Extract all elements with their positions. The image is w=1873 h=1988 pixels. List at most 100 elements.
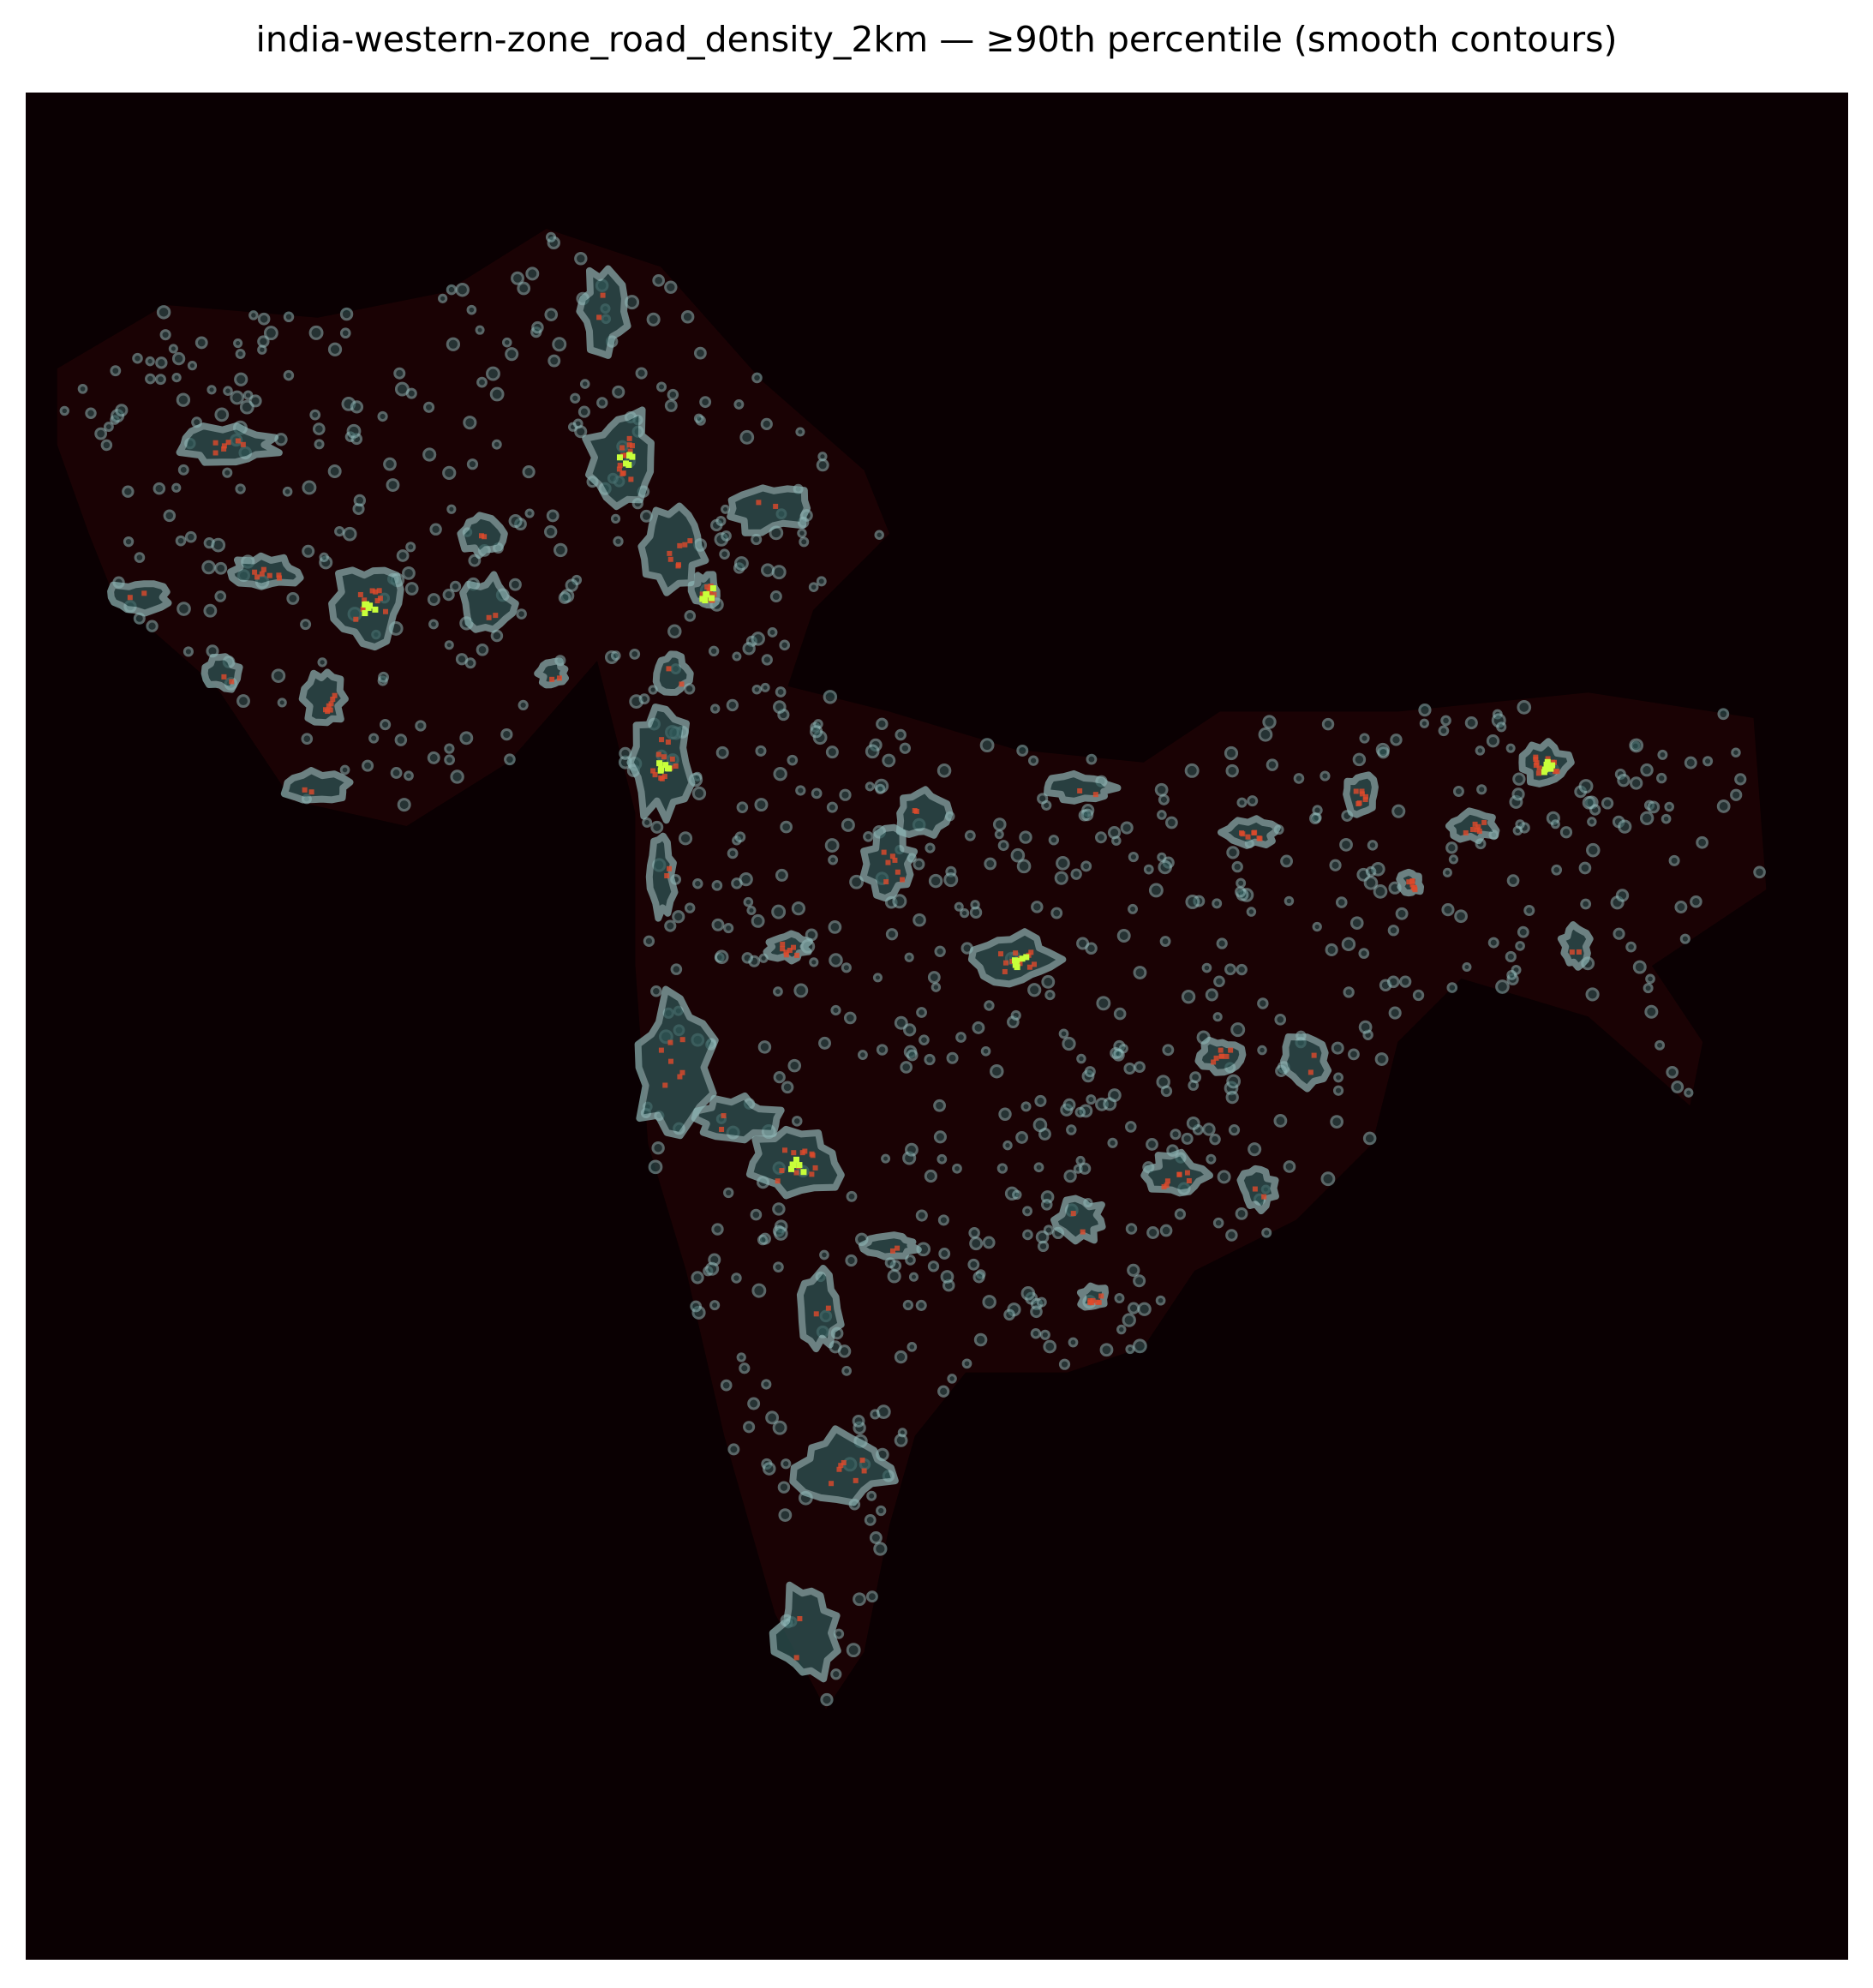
hotspot-cell [1353, 788, 1359, 794]
density-spot [393, 367, 406, 380]
density-spot [546, 509, 560, 523]
density-spot [1019, 830, 1032, 844]
hotspot-peak [1547, 765, 1554, 772]
density-spot [1391, 804, 1406, 818]
density-spot [771, 565, 787, 580]
density-spot [643, 935, 655, 947]
density-spot [1225, 1229, 1238, 1242]
contour-cluster [107, 580, 172, 617]
hotspot-cell [661, 774, 667, 780]
hotspot-cell [1406, 879, 1412, 885]
hotspot-cell [1213, 1055, 1219, 1061]
density-spot [781, 1458, 792, 1470]
density-spot [1487, 937, 1499, 949]
density-spot [1440, 715, 1451, 727]
density-spot [818, 1036, 832, 1050]
density-spot [1448, 854, 1459, 865]
hotspot-cell [1472, 821, 1478, 827]
density-spot [691, 786, 707, 801]
density-spot [1080, 808, 1094, 822]
density-spot [946, 1051, 959, 1064]
hotspot-cell [277, 575, 283, 581]
density-spot [1125, 1223, 1138, 1235]
density-spot [751, 1283, 767, 1298]
density-spot [705, 1261, 720, 1276]
density-spot [1363, 875, 1379, 890]
density-spot [710, 704, 721, 714]
hotspot-cell [793, 1170, 799, 1176]
density-spot [176, 392, 191, 407]
density-spot [175, 535, 187, 547]
density-spot [1030, 1328, 1042, 1339]
contour-cluster [1217, 815, 1281, 849]
density-spot [924, 1169, 937, 1183]
density-spot [1452, 786, 1464, 797]
hotspot-cell [650, 768, 656, 774]
density-spot [990, 1063, 1004, 1079]
density-spot [1319, 770, 1331, 781]
density-spot [145, 356, 155, 367]
hotspot-cell [1032, 961, 1038, 967]
hotspot-cell [836, 1466, 842, 1472]
density-spot [1084, 1066, 1096, 1078]
density-spot [902, 1299, 913, 1311]
density-spot [1036, 1296, 1047, 1308]
density-spot [1225, 1090, 1239, 1105]
density-spot [85, 407, 97, 419]
density-spot [1329, 859, 1342, 871]
hotspot-cell [679, 1037, 685, 1043]
density-spot [223, 386, 233, 396]
density-spot [1235, 1207, 1248, 1220]
density-spot [1387, 925, 1400, 937]
density-spot [1123, 1063, 1136, 1075]
density-spot [122, 485, 135, 498]
contour-cluster [727, 484, 811, 536]
density-spot [1162, 1044, 1175, 1057]
density-spot [866, 1490, 877, 1501]
density-spot [427, 593, 440, 607]
hotspot-cell [1028, 949, 1034, 955]
density-spot [1015, 1131, 1028, 1144]
density-spot [904, 1142, 919, 1157]
density-spot [1114, 1293, 1125, 1303]
density-spot [155, 356, 168, 369]
density-spot [684, 902, 696, 913]
density-spot [404, 582, 419, 596]
density-spot [693, 413, 704, 423]
density-spot [1293, 773, 1305, 784]
hotspot-cell [221, 446, 227, 452]
density-spot [747, 1397, 761, 1410]
density-spot [733, 556, 749, 572]
density-spot [300, 619, 312, 631]
density-spot [206, 385, 217, 395]
hotspot-cell [623, 452, 629, 458]
density-spot [931, 982, 942, 992]
hotspot-cell [853, 1477, 859, 1483]
map-plot-area[interactable] [26, 93, 1848, 1960]
hotspot-cell [327, 707, 333, 713]
hotspot-peak [1023, 954, 1030, 961]
hotspot-cell [627, 448, 633, 454]
density-spot [928, 873, 943, 889]
hotspot-cell [326, 703, 332, 709]
density-spot [969, 1237, 984, 1251]
density-spot [612, 385, 625, 398]
hotspot-peak [616, 454, 623, 461]
density-spot [650, 820, 664, 834]
hotspot-cell [596, 314, 602, 320]
density-spot [873, 1542, 888, 1556]
density-spot [1475, 746, 1486, 756]
density-spot [736, 801, 749, 813]
density-spot [771, 904, 787, 919]
hotspot-cell [212, 450, 218, 456]
density-spot [1333, 1072, 1343, 1083]
density-spot [211, 537, 226, 553]
density-spot [132, 352, 143, 364]
hotspot-cell [1362, 793, 1368, 799]
density-spot [667, 624, 682, 639]
density-spot [1551, 864, 1563, 876]
density-spot [1043, 1339, 1057, 1354]
density-spot [230, 390, 244, 405]
density-spot [882, 753, 896, 768]
density-spot [146, 620, 159, 632]
